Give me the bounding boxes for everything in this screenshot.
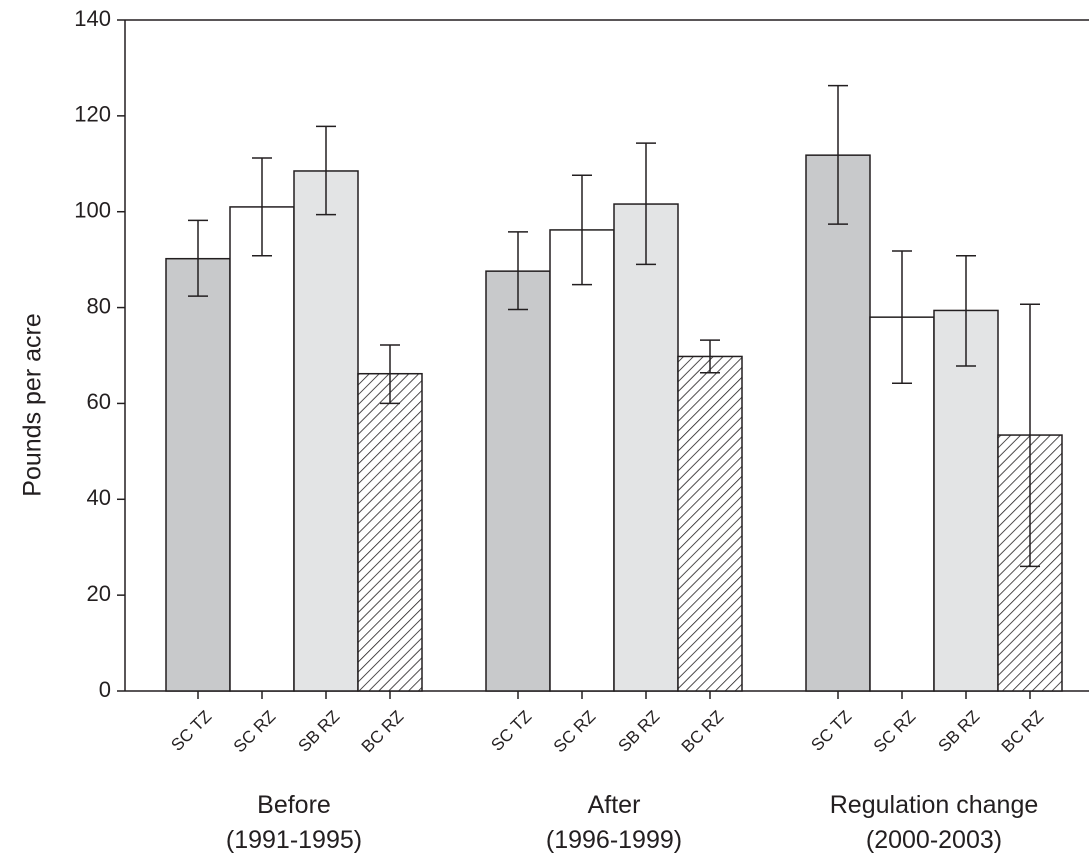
x-tick-label-bc-rz-group1: BC RZ [358, 707, 407, 756]
group-label-1: Before [257, 791, 331, 819]
x-tick-label-sb-rz-group1: SB RZ [294, 707, 343, 756]
bar-sc-tz-group2 [485, 270, 551, 692]
y-tick-label-80: 80 [87, 293, 111, 318]
y-axis-title: Pounds per acre [19, 313, 47, 496]
group-period-1: (1991-1995) [226, 826, 362, 854]
y-tick-label-0: 0 [99, 677, 111, 702]
bar-bc-rz-group1 [357, 372, 423, 692]
bar-sc-rz-group1 [229, 206, 295, 692]
x-tick-label-sc-tz-group3: SC TZ [807, 707, 855, 755]
bar-sc-rz-group2 [549, 229, 615, 692]
bar-sb-rz-group1 [293, 170, 359, 692]
x-tick-label-bc-rz-group2: BC RZ [678, 707, 727, 756]
bar-sb-rz-group2 [613, 203, 679, 692]
y-tick-label-140: 140 [74, 6, 111, 31]
plot-area: 0 20 40 60 80 100 120 140 SC TZ SC RZ SB RZ BC RZ Be… [74, 6, 1089, 854]
x-tick-label-sb-rz-group2: SB RZ [614, 707, 663, 756]
x-tick-label-sc-tz-group1: SC TZ [167, 707, 215, 755]
y-tick-label-60: 60 [87, 389, 111, 414]
x-tick-label-sc-rz-group3: SC RZ [870, 707, 919, 756]
group-period-3: (2000-2003) [866, 826, 1002, 854]
group-label-3: Regulation change [830, 791, 1039, 819]
bar-bc-rz-group2 [677, 355, 743, 692]
x-tick-label-sc-rz-group2: SC RZ [550, 707, 599, 756]
bar-sc-tz-group1 [165, 257, 231, 692]
x-tick-label-bc-rz-group3: BC RZ [998, 707, 1047, 756]
y-tick-label-100: 100 [74, 198, 111, 223]
y-tick-label-120: 120 [74, 102, 111, 127]
group-label-2: After [588, 791, 641, 819]
x-tick-label-sb-rz-group3: SB RZ [934, 707, 983, 756]
bar-sb-rz-group3 [933, 309, 999, 692]
group-period-2: (1996-1999) [546, 826, 682, 854]
x-tick-label-sc-tz-group2: SC TZ [487, 707, 535, 755]
bar-sc-tz-group3 [805, 154, 871, 692]
y-tick-label-20: 20 [87, 581, 111, 606]
x-tick-label-sc-rz-group1: SC RZ [230, 707, 279, 756]
y-tick-label-40: 40 [87, 485, 111, 510]
